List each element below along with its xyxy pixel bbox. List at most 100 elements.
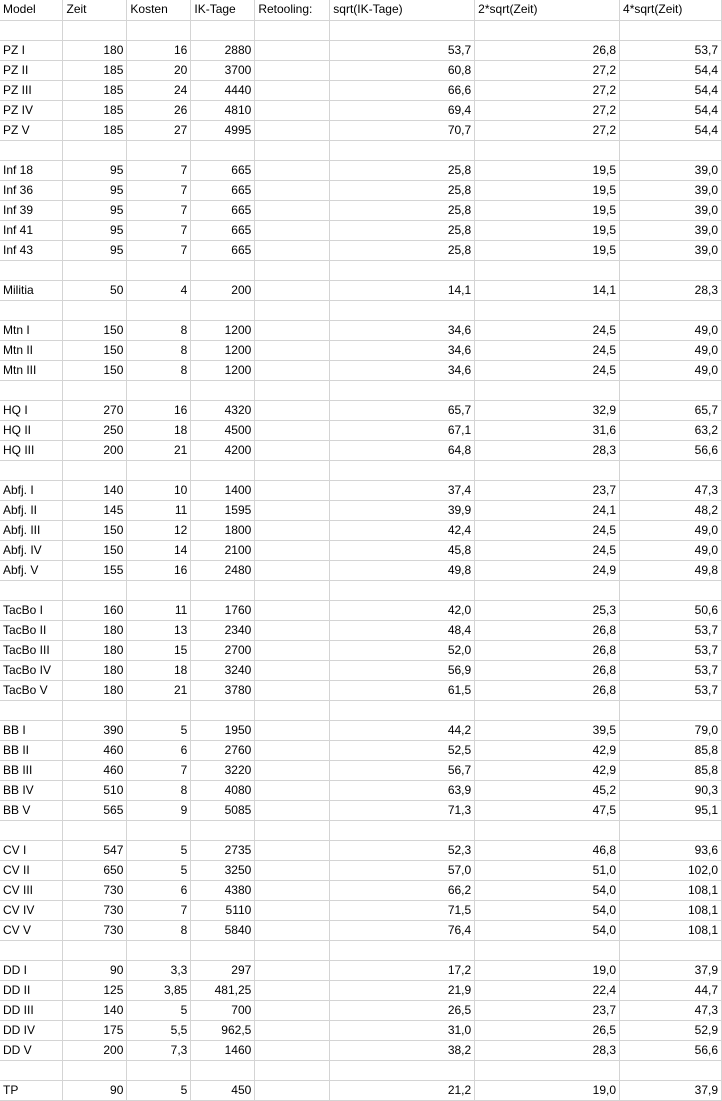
cell-zeit[interactable]: 185: [62, 100, 128, 121]
cell-retooling[interactable]: [254, 880, 331, 901]
cell-4-sqrt-zeit[interactable]: [619, 460, 722, 481]
cell-4-sqrt-zeit[interactable]: 52,9: [619, 1020, 722, 1041]
cell-4-sqrt-zeit[interactable]: [619, 20, 722, 41]
cell-2-sqrt-zeit[interactable]: 19,0: [474, 1080, 621, 1101]
cell-retooling[interactable]: [254, 860, 331, 881]
cell-ik-tage[interactable]: 4200: [190, 440, 256, 461]
cell-zeit[interactable]: 180: [62, 620, 128, 641]
cell-retooling[interactable]: [254, 400, 331, 421]
cell-sqrt-ik-tage[interactable]: 31,0: [329, 1020, 476, 1041]
cell-4-sqrt-zeit[interactable]: 48,2: [619, 500, 722, 521]
cell-2-sqrt-zeit[interactable]: [474, 300, 621, 321]
cell-model[interactable]: PZ IV: [0, 100, 64, 121]
cell-ik-tage[interactable]: 2700: [190, 640, 256, 661]
cell-retooling[interactable]: [254, 1060, 331, 1081]
cell-model[interactable]: Mtn III: [0, 360, 64, 381]
cell-model[interactable]: DD III: [0, 1000, 64, 1021]
cell-2-sqrt-zeit[interactable]: [474, 580, 621, 601]
cell-2-sqrt-zeit[interactable]: 24,5: [474, 340, 621, 361]
cell-retooling[interactable]: [254, 720, 331, 741]
cell-kosten[interactable]: [126, 1060, 192, 1081]
cell-retooling[interactable]: [254, 180, 331, 201]
cell-retooling[interactable]: [254, 320, 331, 341]
cell-kosten[interactable]: 16: [126, 560, 192, 581]
cell-4-sqrt-zeit[interactable]: [619, 140, 722, 161]
cell-retooling[interactable]: [254, 260, 331, 281]
cell-4-sqrt-zeit[interactable]: 37,9: [619, 1080, 722, 1101]
cell-model[interactable]: TacBo III: [0, 640, 64, 661]
cell-kosten[interactable]: 16: [126, 40, 192, 61]
cell-ik-tage[interactable]: 2880: [190, 40, 256, 61]
cell-4-sqrt-zeit[interactable]: 47,3: [619, 480, 722, 501]
cell-sqrt-ik-tage[interactable]: 52,3: [329, 840, 476, 861]
cell-sqrt-ik-tage[interactable]: 42,0: [329, 600, 476, 621]
cell-zeit[interactable]: 90: [62, 960, 128, 981]
cell-2-sqrt-zeit[interactable]: 54,0: [474, 920, 621, 941]
cell-model[interactable]: Abfj. II: [0, 500, 64, 521]
cell-kosten[interactable]: [126, 300, 192, 321]
cell-retooling[interactable]: [254, 560, 331, 581]
cell-ik-tage[interactable]: 962,5: [190, 1020, 256, 1041]
cell-ik-tage[interactable]: 200: [190, 280, 256, 301]
cell-zeit[interactable]: 95: [62, 160, 128, 181]
cell-2-sqrt-zeit[interactable]: 32,9: [474, 400, 621, 421]
cell-zeit[interactable]: 650: [62, 860, 128, 881]
cell-retooling[interactable]: [254, 480, 331, 501]
cell-retooling[interactable]: [254, 1040, 331, 1061]
cell-ik-tage[interactable]: 4380: [190, 880, 256, 901]
cell-kosten[interactable]: 18: [126, 420, 192, 441]
cell-ik-tage[interactable]: [190, 140, 256, 161]
cell-4-sqrt-zeit[interactable]: 49,0: [619, 360, 722, 381]
cell-4-sqrt-zeit[interactable]: 37,9: [619, 960, 722, 981]
cell-4-sqrt-zeit[interactable]: 85,8: [619, 740, 722, 761]
cell-ik-tage[interactable]: [190, 300, 256, 321]
header-cell-retooling[interactable]: Retooling:: [254, 0, 331, 21]
cell-model[interactable]: BB V: [0, 800, 64, 821]
cell-model[interactable]: Inf 36: [0, 180, 64, 201]
cell-zeit[interactable]: 50: [62, 280, 128, 301]
cell-kosten[interactable]: 8: [126, 340, 192, 361]
cell-2-sqrt-zeit[interactable]: 19,5: [474, 240, 621, 261]
cell-sqrt-ik-tage[interactable]: 52,5: [329, 740, 476, 761]
cell-4-sqrt-zeit[interactable]: 56,6: [619, 440, 722, 461]
cell-kosten[interactable]: 18: [126, 660, 192, 681]
cell-retooling[interactable]: [254, 700, 331, 721]
cell-kosten[interactable]: 7,3: [126, 1040, 192, 1061]
cell-2-sqrt-zeit[interactable]: [474, 700, 621, 721]
cell-sqrt-ik-tage[interactable]: [329, 820, 476, 841]
cell-model[interactable]: [0, 940, 64, 961]
cell-2-sqrt-zeit[interactable]: 22,4: [474, 980, 621, 1001]
cell-sqrt-ik-tage[interactable]: 25,8: [329, 240, 476, 261]
cell-4-sqrt-zeit[interactable]: 54,4: [619, 80, 722, 101]
cell-ik-tage[interactable]: [190, 580, 256, 601]
cell-zeit[interactable]: 270: [62, 400, 128, 421]
cell-2-sqrt-zeit[interactable]: 27,2: [474, 80, 621, 101]
cell-2-sqrt-zeit[interactable]: [474, 260, 621, 281]
cell-zeit[interactable]: 180: [62, 40, 128, 61]
cell-ik-tage[interactable]: 2735: [190, 840, 256, 861]
cell-4-sqrt-zeit[interactable]: 54,4: [619, 60, 722, 81]
cell-2-sqrt-zeit[interactable]: 19,5: [474, 160, 621, 181]
cell-sqrt-ik-tage[interactable]: 42,4: [329, 520, 476, 541]
cell-sqrt-ik-tage[interactable]: 53,7: [329, 40, 476, 61]
cell-kosten[interactable]: 7: [126, 220, 192, 241]
cell-sqrt-ik-tage[interactable]: [329, 300, 476, 321]
cell-zeit[interactable]: 730: [62, 880, 128, 901]
cell-sqrt-ik-tage[interactable]: 14,1: [329, 280, 476, 301]
cell-model[interactable]: CV I: [0, 840, 64, 861]
cell-4-sqrt-zeit[interactable]: [619, 700, 722, 721]
cell-ik-tage[interactable]: 1400: [190, 480, 256, 501]
header-cell-zeit[interactable]: Zeit: [62, 0, 128, 21]
cell-sqrt-ik-tage[interactable]: 76,4: [329, 920, 476, 941]
cell-sqrt-ik-tage[interactable]: 70,7: [329, 120, 476, 141]
cell-4-sqrt-zeit[interactable]: 102,0: [619, 860, 722, 881]
cell-kosten[interactable]: 7: [126, 180, 192, 201]
cell-model[interactable]: [0, 1060, 64, 1081]
cell-4-sqrt-zeit[interactable]: 79,0: [619, 720, 722, 741]
cell-model[interactable]: [0, 820, 64, 841]
cell-kosten[interactable]: [126, 140, 192, 161]
cell-model[interactable]: BB II: [0, 740, 64, 761]
cell-kosten[interactable]: [126, 260, 192, 281]
cell-ik-tage[interactable]: 3780: [190, 680, 256, 701]
cell-ik-tage[interactable]: 1200: [190, 360, 256, 381]
